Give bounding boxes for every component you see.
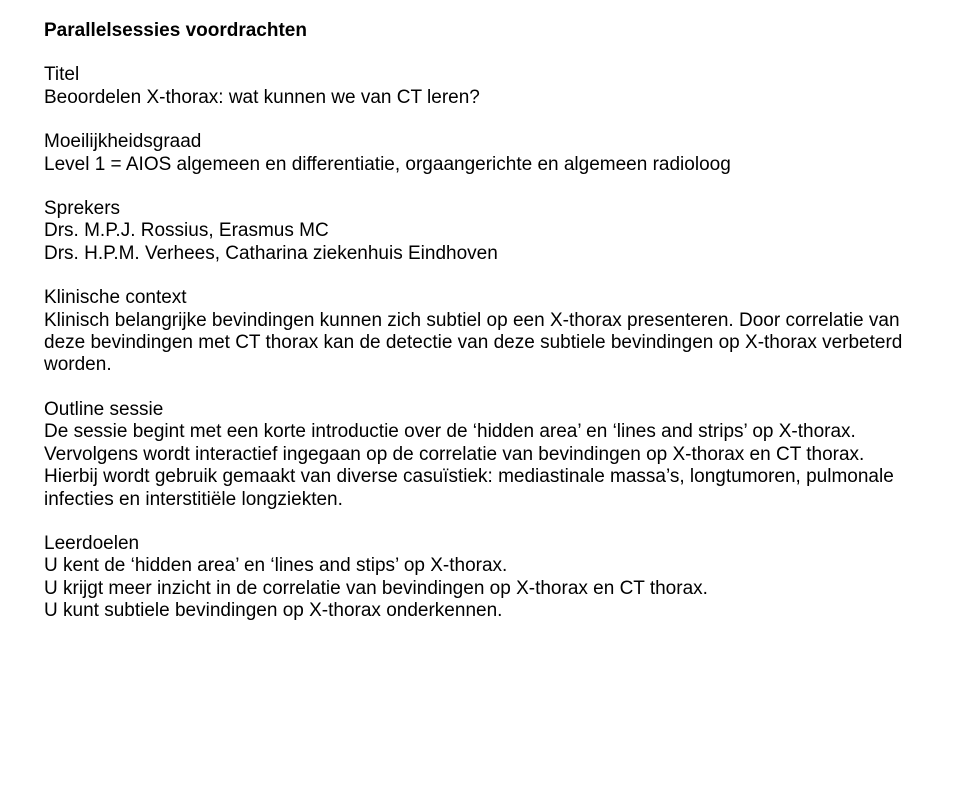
speakers-label: Sprekers (44, 198, 916, 220)
speaker-line: Drs. H.P.M. Verhees, Catharina ziekenhui… (44, 243, 916, 265)
title-label: Titel (44, 64, 916, 86)
main-heading-block: Parallelsessies voordrachten (44, 20, 916, 42)
clinical-text: Klinisch belangrijke bevindingen kunnen … (44, 310, 916, 377)
difficulty-text: Level 1 = AIOS algemeen en differentiati… (44, 154, 916, 176)
title-text: Beoordelen X-thorax: wat kunnen we van C… (44, 87, 916, 109)
learning-line: U kunt subtiele bevindingen op X-thorax … (44, 600, 916, 622)
speaker-line: Drs. M.P.J. Rossius, Erasmus MC (44, 220, 916, 242)
learning-line: U krijgt meer inzicht in de correlatie v… (44, 578, 916, 600)
clinical-label: Klinische context (44, 287, 916, 309)
title-block: Titel Beoordelen X-thorax: wat kunnen we… (44, 64, 916, 109)
outline-block: Outline sessie De sessie begint met een … (44, 399, 916, 511)
learning-label: Leerdoelen (44, 533, 916, 555)
clinical-block: Klinische context Klinisch belangrijke b… (44, 287, 916, 377)
main-heading: Parallelsessies voordrachten (44, 20, 307, 41)
outline-text: De sessie begint met een korte introduct… (44, 421, 916, 511)
learning-line: U kent de ‘hidden area’ en ‘lines and st… (44, 555, 916, 577)
speakers-block: Sprekers Drs. M.P.J. Rossius, Erasmus MC… (44, 198, 916, 265)
outline-label: Outline sessie (44, 399, 916, 421)
learning-block: Leerdoelen U kent de ‘hidden area’ en ‘l… (44, 533, 916, 623)
difficulty-label: Moeilijkheidsgraad (44, 131, 916, 153)
difficulty-block: Moeilijkheidsgraad Level 1 = AIOS algeme… (44, 131, 916, 176)
document-page: Parallelsessies voordrachten Titel Beoor… (0, 0, 960, 643)
